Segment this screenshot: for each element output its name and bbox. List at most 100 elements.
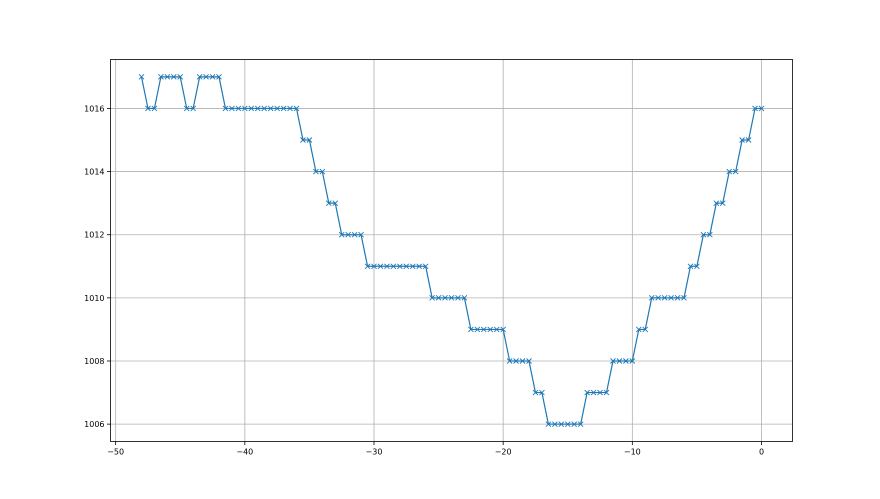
data-point-marker (416, 263, 423, 270)
data-point-marker (177, 74, 184, 80)
x-tick-label: −40 (236, 448, 253, 457)
data-point-marker (138, 74, 145, 80)
data-point-marker (358, 231, 364, 238)
data-point-marker (732, 168, 739, 175)
data-point-marker (345, 231, 351, 238)
data-point-marker (474, 326, 481, 333)
data-point-marker (448, 295, 455, 301)
y-tick-label: 1010 (84, 294, 104, 303)
data-point-marker (558, 421, 565, 427)
data-point-marker (681, 295, 687, 301)
data-point-marker (635, 326, 642, 333)
data-point-marker (532, 389, 539, 396)
data-point-marker (435, 295, 442, 301)
data-point-marker (203, 74, 209, 80)
data-point-marker (196, 74, 203, 80)
data-point-marker (552, 421, 558, 427)
data-point-marker (674, 295, 681, 301)
axes-frame (110, 59, 793, 442)
data-point-marker (325, 200, 332, 206)
data-point-marker (442, 295, 448, 301)
data-point-marker (151, 105, 158, 112)
data-point-marker (164, 74, 171, 80)
data-point-marker (707, 231, 713, 238)
data-point-marker (183, 105, 190, 112)
data-point-marker (332, 200, 339, 206)
data-point-marker (694, 263, 700, 270)
series-line (138, 74, 765, 427)
data-point-marker (577, 421, 584, 427)
data-point-marker (700, 231, 707, 238)
data-point-marker (597, 389, 603, 396)
y-tick-label: 1008 (84, 357, 104, 366)
data-point-marker (306, 137, 313, 143)
x-tick-label: −30 (366, 448, 383, 457)
x-axis: −50 −40 −30 −20 −10 0 (107, 441, 764, 457)
data-point-marker (429, 295, 435, 301)
data-point-marker (739, 137, 745, 143)
data-point-marker (461, 295, 468, 301)
data-line (140, 76, 762, 425)
data-point-marker (584, 389, 590, 396)
data-point-marker (590, 389, 597, 396)
data-point-marker (229, 105, 235, 112)
y-tick-label: 1014 (84, 168, 104, 177)
data-point-marker (280, 105, 287, 112)
data-point-marker (493, 326, 500, 333)
data-point-marker (222, 105, 229, 112)
data-point-marker (687, 263, 694, 270)
data-point-marker (564, 421, 571, 427)
y-tick-label: 1016 (84, 104, 104, 113)
data-point-marker (726, 168, 733, 175)
data-point-marker (661, 295, 668, 301)
y-tick-label: 1006 (84, 420, 104, 429)
data-point-marker (209, 74, 216, 80)
data-point-marker (274, 105, 280, 112)
data-point-marker (338, 231, 345, 238)
data-point-marker (409, 263, 416, 270)
data-point-marker (267, 105, 274, 112)
data-point-marker (610, 358, 616, 364)
data-point-marker (752, 105, 758, 112)
data-point-marker (642, 326, 649, 333)
data-point-marker (648, 295, 655, 301)
data-point-marker (616, 358, 623, 364)
data-point-marker (455, 295, 461, 301)
data-point-marker (390, 263, 397, 270)
data-point-marker (545, 421, 552, 427)
x-tick-label: −10 (624, 448, 641, 457)
data-point-marker (158, 74, 164, 80)
data-point-marker (248, 105, 255, 112)
x-tick-label: 0 (759, 448, 764, 457)
data-point-marker (539, 389, 545, 396)
data-point-marker (371, 263, 377, 270)
data-point-marker (422, 263, 429, 270)
data-point-marker (745, 137, 752, 143)
data-point-marker (145, 105, 151, 112)
data-point-marker (403, 263, 410, 270)
data-point-marker (719, 200, 726, 206)
data-point-marker (519, 358, 526, 364)
data-point-marker (571, 421, 578, 427)
data-point-marker (261, 105, 268, 112)
data-point-marker (384, 263, 390, 270)
data-point-marker (170, 74, 177, 80)
y-tick-label: 1012 (84, 231, 104, 240)
data-point-marker (364, 263, 371, 270)
data-point-marker (506, 358, 513, 364)
data-point-marker (500, 326, 506, 333)
y-axis: 1006 1008 1010 1012 1014 1016 (84, 104, 111, 429)
data-point-marker (629, 358, 636, 364)
data-point-marker (713, 200, 720, 206)
data-point-marker (254, 105, 261, 112)
data-point-marker (351, 231, 358, 238)
data-point-marker (655, 295, 661, 301)
data-point-marker (235, 105, 242, 112)
data-point-marker (293, 105, 300, 112)
grid (110, 59, 793, 442)
data-point-marker (623, 358, 629, 364)
data-point-marker (313, 168, 319, 175)
data-point-marker (513, 358, 519, 364)
data-point-marker (190, 105, 196, 112)
